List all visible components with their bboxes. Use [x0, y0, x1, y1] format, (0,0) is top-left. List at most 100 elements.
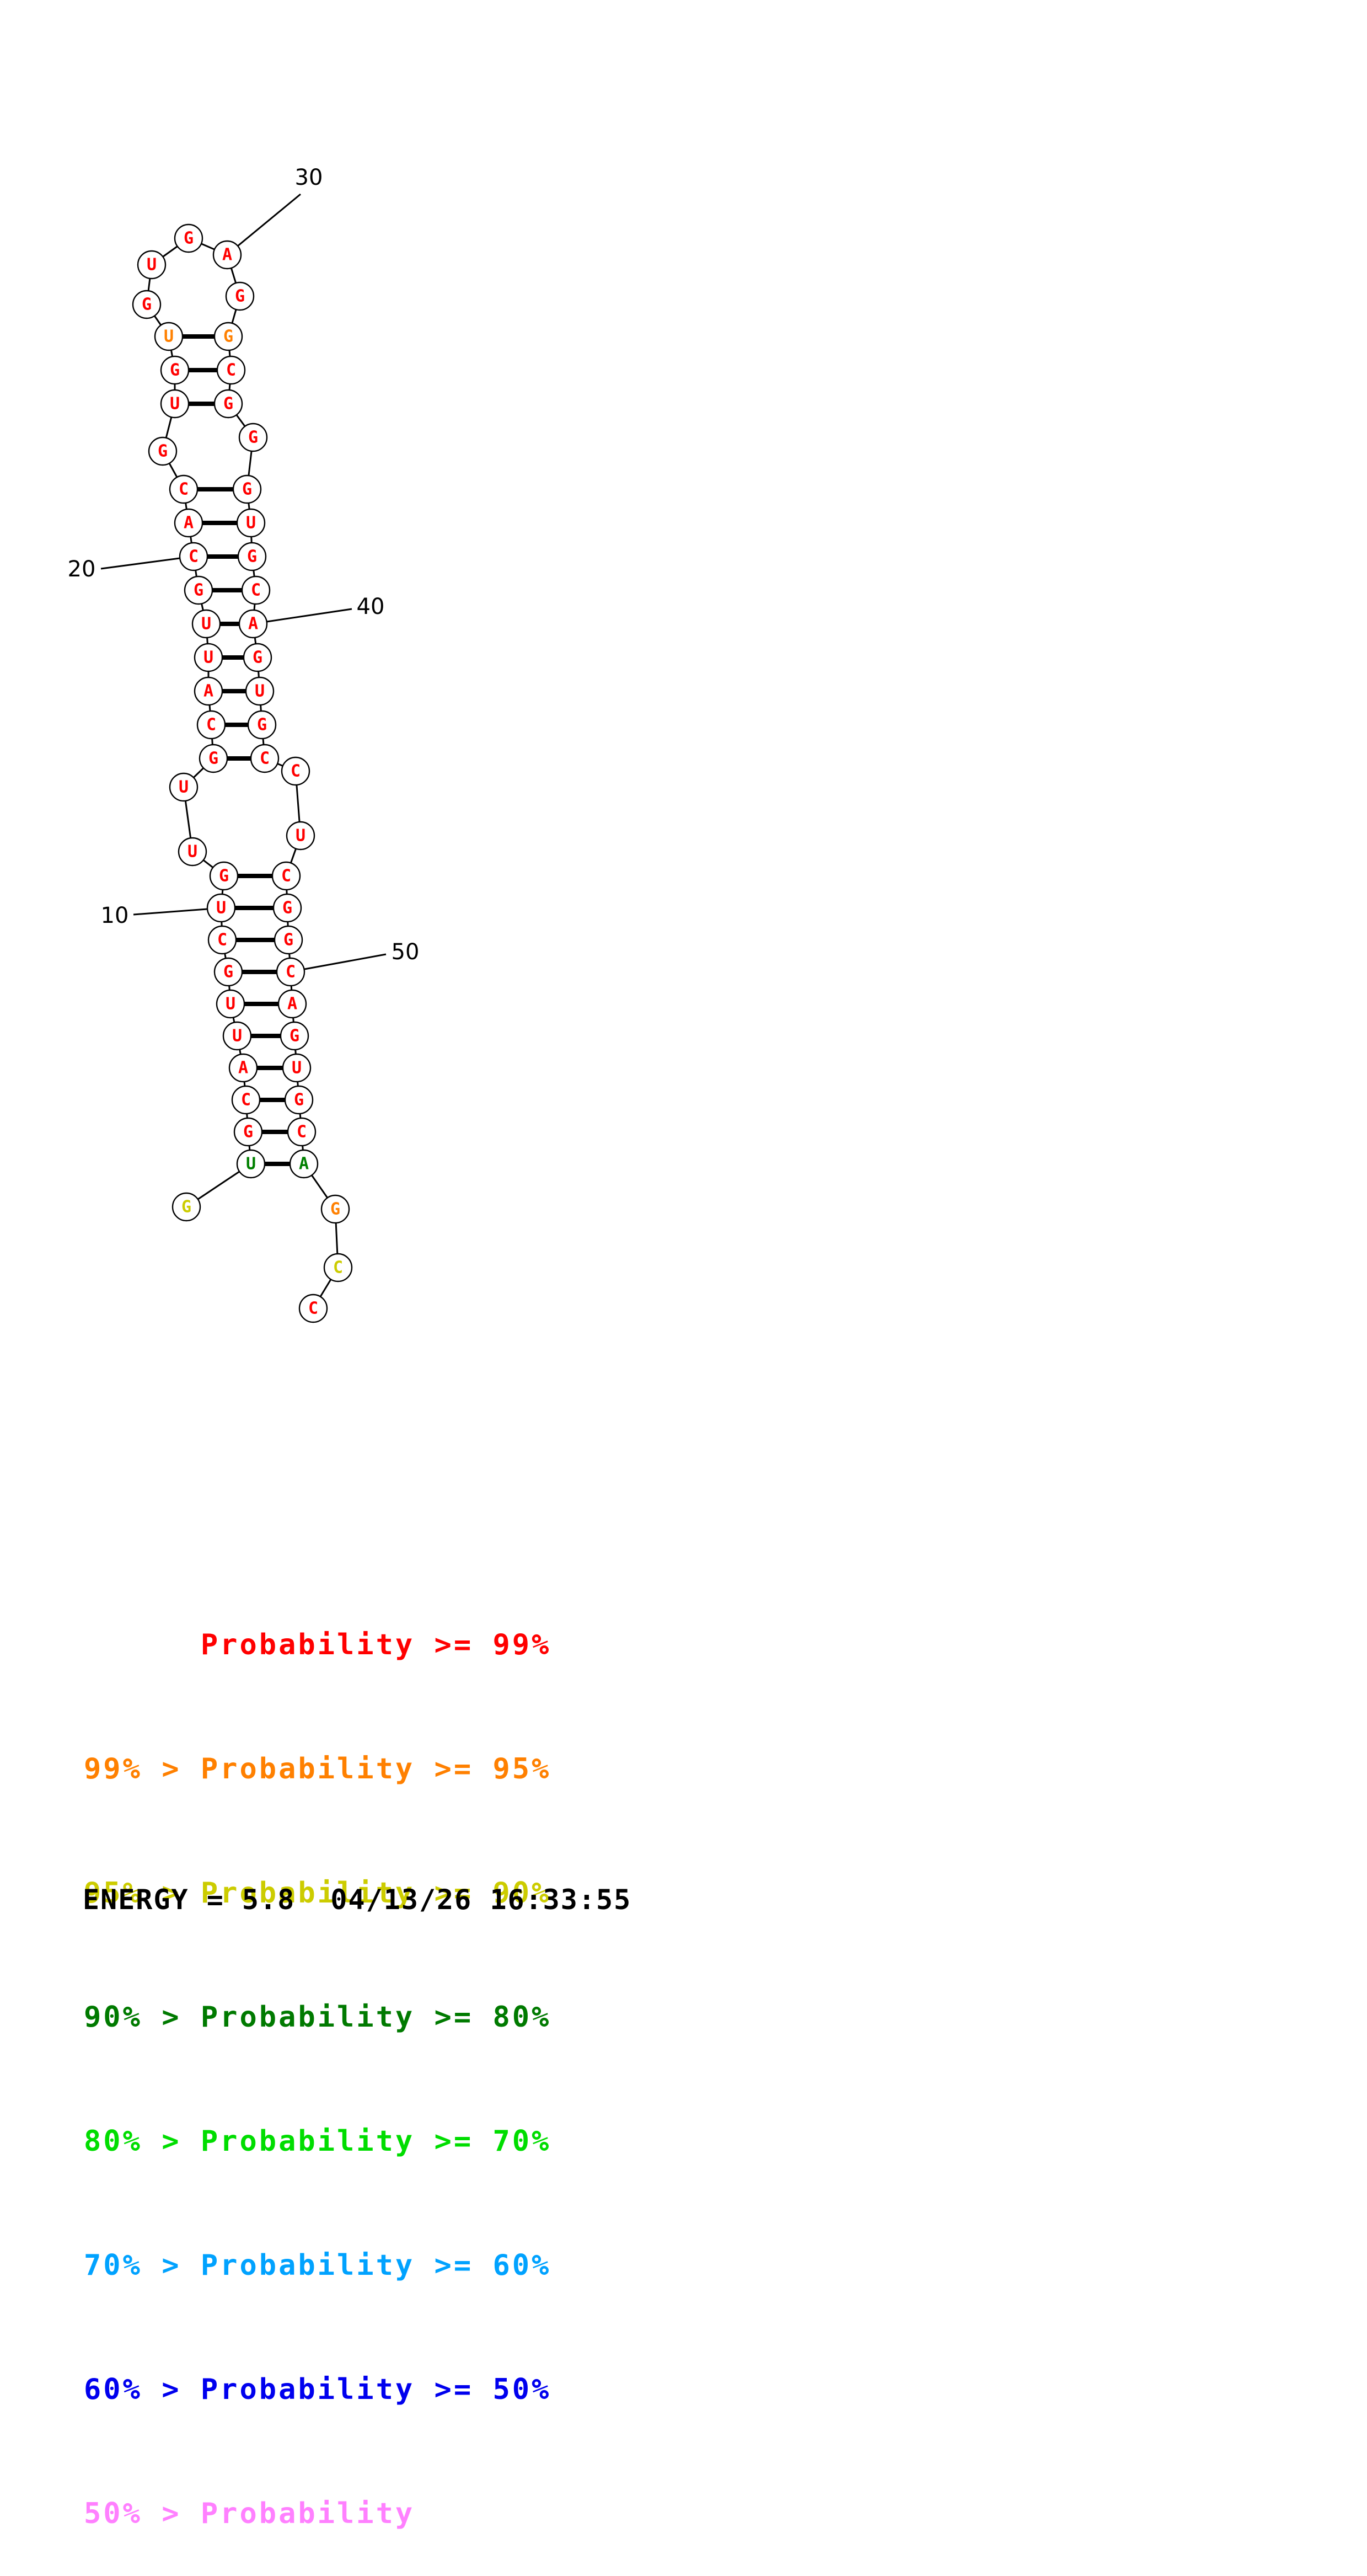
nucleotide-circle: [282, 1053, 312, 1083]
nucleotide-base: G: [235, 287, 245, 306]
nucleotide-circle: [247, 710, 277, 740]
nucleotide-base: U: [187, 842, 197, 862]
nucleotide-base: G: [290, 1027, 299, 1046]
nucleotide-base: C: [251, 581, 261, 600]
nucleotide-circle: [250, 744, 280, 773]
legend-line: 80% > Probability >= 70%: [84, 2125, 551, 2158]
nucleotide-circle: [160, 389, 190, 419]
position-label: 40: [357, 594, 385, 619]
nucleotide-circle: [179, 542, 208, 571]
nucleotide-circle: [137, 250, 167, 280]
legend-line: 60% > Probability >= 50%: [84, 2373, 551, 2406]
nucleotide-base: G: [194, 581, 203, 600]
position-label: 10: [101, 903, 129, 928]
nucleotide-circle: [191, 609, 221, 639]
position-leader-line: [237, 193, 301, 247]
nucleotide-circle: [199, 744, 228, 773]
nucleotide-base: U: [246, 514, 256, 533]
nucleotide-base: U: [147, 255, 157, 275]
nucleotide-base: U: [164, 327, 174, 346]
nucleotide-base: G: [294, 1091, 304, 1110]
nucleotide-base: G: [142, 295, 152, 314]
nucleotide-circle: [243, 643, 272, 672]
nucleotide-base: C: [241, 1091, 251, 1110]
nucleotide-base: A: [184, 514, 194, 533]
nucleotide-base: G: [248, 428, 258, 447]
nucleotide-circle: [232, 474, 262, 504]
nucleotide-circle: [206, 893, 236, 923]
nucleotide-base: U: [216, 899, 226, 918]
nucleotide-circle: [184, 575, 213, 605]
nucleotide-base: A: [299, 1155, 309, 1174]
position-label: 30: [295, 165, 323, 190]
nucleotide-base: G: [330, 1200, 340, 1219]
legend-line: 70% > Probability >= 60%: [84, 2249, 551, 2282]
nucleotide-circle: [196, 710, 226, 740]
nucleotide-circle: [286, 821, 315, 851]
nucleotide-base: C: [308, 1299, 318, 1318]
nucleotide-circle: [178, 837, 207, 867]
nucleotide-base: G: [223, 394, 233, 414]
nucleotide-circle: [207, 925, 237, 955]
nucleotide-base: G: [208, 749, 218, 768]
legend-line: 90% > Probability >= 80%: [84, 2001, 551, 2034]
nucleotide-circle: [213, 322, 243, 351]
nucleotide-circle: [209, 861, 239, 891]
nucleotide-circle: [160, 355, 190, 385]
legend-line: 95% > Probability >= 90%: [84, 1877, 551, 1910]
legend-line: 50% > Probability: [84, 2497, 415, 2530]
nucleotide-base: C: [260, 749, 270, 768]
nucleotide-circle: [323, 1253, 353, 1282]
position-leader-line: [100, 557, 180, 570]
nucleotide-base: C: [333, 1258, 343, 1278]
nucleotide-base: U: [296, 826, 305, 846]
nucleotide-base: U: [292, 1059, 302, 1078]
nucleotide-circle: [169, 474, 199, 504]
nucleotide-base: U: [226, 995, 235, 1014]
nucleotide-circle: [194, 676, 223, 706]
nucleotide-circle: [233, 1117, 263, 1147]
nucleotide-circle: [231, 1085, 261, 1115]
nucleotide-circle: [277, 989, 307, 1019]
position-leader-line: [304, 953, 387, 970]
nucleotide-base: C: [179, 480, 189, 499]
nucleotide-circle: [228, 1053, 258, 1083]
nucleotide-circle: [276, 957, 305, 987]
nucleotide-circle: [174, 223, 203, 253]
nucleotide-circle: [236, 508, 266, 538]
nucleotide-base: C: [291, 762, 301, 781]
nucleotide-circle: [274, 925, 303, 955]
nucleotide-circle: [236, 1149, 266, 1179]
nucleotide-base: U: [246, 1155, 256, 1174]
nucleotide-circle: [272, 893, 302, 923]
nucleotide-base: G: [170, 361, 180, 380]
nucleotide-circle: [222, 1021, 252, 1051]
nucleotide-base: U: [201, 614, 211, 634]
nucleotide-circle: [174, 508, 203, 538]
nucleotide-base: G: [181, 1198, 191, 1217]
nucleotide-circle: [271, 861, 301, 891]
nucleotide-circle: [320, 1194, 350, 1224]
nucleotide-base: G: [223, 963, 233, 982]
nucleotide-circle: [237, 542, 267, 571]
nucleotide-circle: [213, 957, 243, 987]
nucleotide-base: A: [238, 1059, 248, 1078]
nucleotide-circle: [241, 575, 271, 605]
nucleotide-base: G: [282, 899, 292, 918]
nucleotide-circle: [169, 772, 199, 802]
nucleotide-base: A: [287, 995, 297, 1014]
nucleotide-circle: [238, 609, 268, 639]
nucleotide-base: C: [206, 715, 216, 735]
nucleotide-base: A: [222, 245, 232, 265]
nucleotide-base: A: [248, 614, 258, 634]
energy-readout: ENERGY = 5.8 04/13/26 16:33:55: [83, 1884, 632, 1916]
nucleotide-circle: [225, 281, 255, 311]
nucleotide-circle: [289, 1149, 319, 1179]
nucleotide-base: C: [226, 361, 236, 380]
nucleotide-circle: [298, 1294, 328, 1323]
probability-legend: Probability >= 99% 99% > Probability >= …: [84, 1542, 551, 2576]
nucleotide-circle: [213, 389, 243, 419]
nucleotide-circle: [287, 1117, 317, 1147]
nucleotide-base: U: [255, 682, 265, 701]
